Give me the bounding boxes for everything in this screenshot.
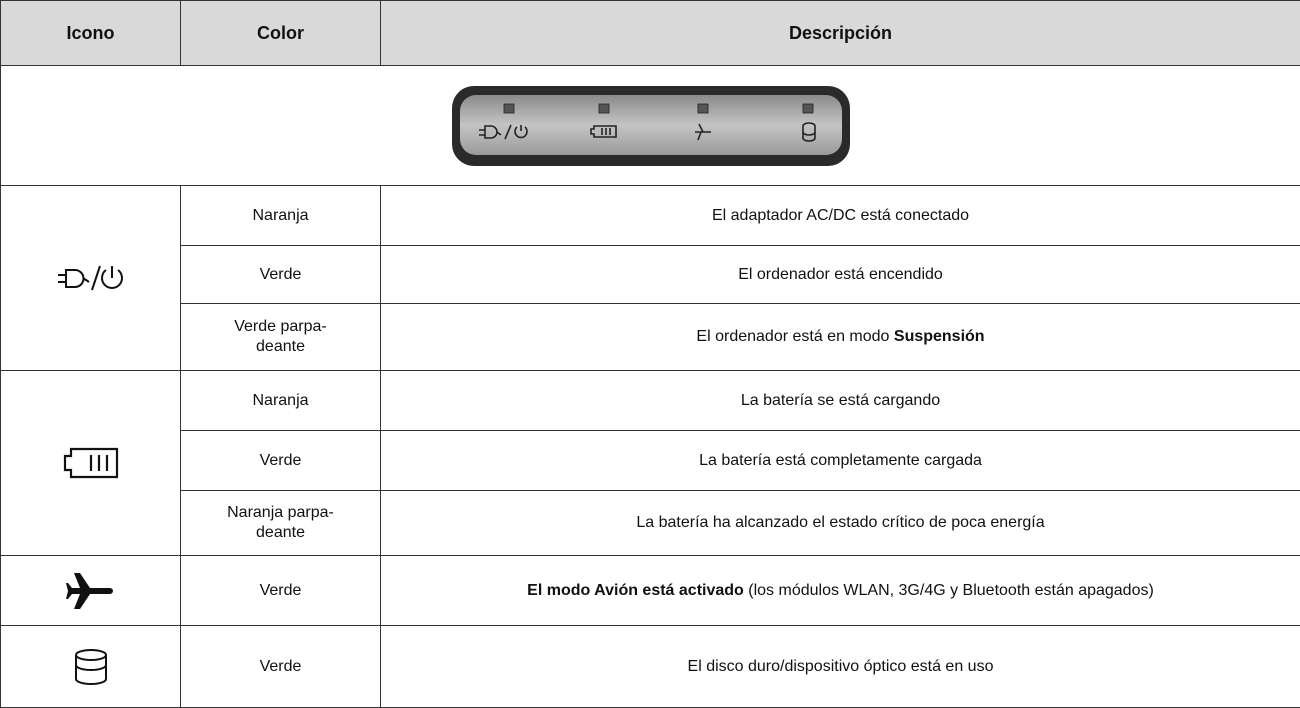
power-icon: [57, 265, 123, 291]
header-cell: Icono: [0, 0, 181, 66]
row: Naranja La batería se está cargando: [0, 370, 1300, 556]
description-cell: El disco duro/dispositivo óptico está en…: [380, 625, 1300, 708]
description-text: El adaptador AC/DC está conectado: [711, 206, 970, 224]
row: Naranja El adaptador AC/DC está conectad…: [0, 185, 1300, 371]
description-cell: La batería se está cargando: [380, 370, 1300, 431]
description-cell: La batería ha alcanzado el estado crític…: [380, 490, 1300, 556]
description-text: La batería ha alcanzado el estado crític…: [636, 514, 1045, 531]
color-cell: Verde: [180, 245, 381, 304]
color-cell: Verde: [180, 430, 381, 491]
color-cell: Naranja: [180, 370, 381, 431]
description-cell: El ordenador está encendido: [380, 245, 1300, 304]
color-cell: Verde: [180, 625, 381, 708]
color-cell: Naranja: [180, 185, 381, 246]
led-panel: [451, 85, 850, 166]
description-cell: El modo Avión está activado (los módulos…: [380, 555, 1300, 626]
description-text: Suspensión: [893, 328, 985, 345]
disk-icon: [74, 648, 107, 685]
description-text: La batería está completamente cargada: [699, 451, 982, 469]
icon-cell: [0, 185, 181, 371]
description-text: El modo Avión está activado: [527, 581, 744, 599]
color-cell: Naranja parpa- deante: [180, 490, 381, 556]
image-row: [0, 65, 1300, 186]
description-cell: El ordenador está en modo Suspensión: [380, 303, 1300, 371]
header-row: Icono Color Descripción: [0, 0, 1300, 66]
row: Verde parpa- deante El ordenador está en…: [1, 303, 1300, 371]
description-text: La batería se está cargando: [740, 391, 941, 409]
battery-icon: [63, 447, 118, 479]
row: Verde La batería está completamente carg…: [1, 430, 1300, 491]
row: Verde El ordenador está encendido: [1, 245, 1300, 304]
icon-cell: [0, 555, 181, 626]
description-text: El ordenador está encendido: [738, 265, 943, 283]
color-cell: Verde: [180, 555, 381, 626]
icon-cell: [0, 370, 181, 556]
color-cell: Verde parpa- deante: [180, 303, 381, 371]
row: Verde El modo Avión está activado (los m…: [0, 555, 1300, 626]
image-cell: [0, 65, 1300, 186]
header-cell: Color: [180, 0, 381, 66]
airplane-icon: [65, 572, 113, 609]
icon-cell: [0, 625, 181, 708]
description-text: El disco duro/dispositivo óptico está en…: [687, 657, 994, 675]
description-cell: La batería está completamente cargada: [380, 430, 1300, 491]
row: Naranja parpa- deante La batería ha alca…: [1, 490, 1300, 556]
description-text: (los módulos WLAN, 3G/4G y Bluetooth est…: [743, 581, 1154, 599]
description-text: El ordenador está en modo: [696, 328, 894, 345]
header-cell: Descripción: [380, 0, 1300, 66]
row: Verde El disco duro/dispositivo óptico e…: [0, 625, 1300, 708]
description-cell: El adaptador AC/DC está conectado: [380, 185, 1300, 246]
